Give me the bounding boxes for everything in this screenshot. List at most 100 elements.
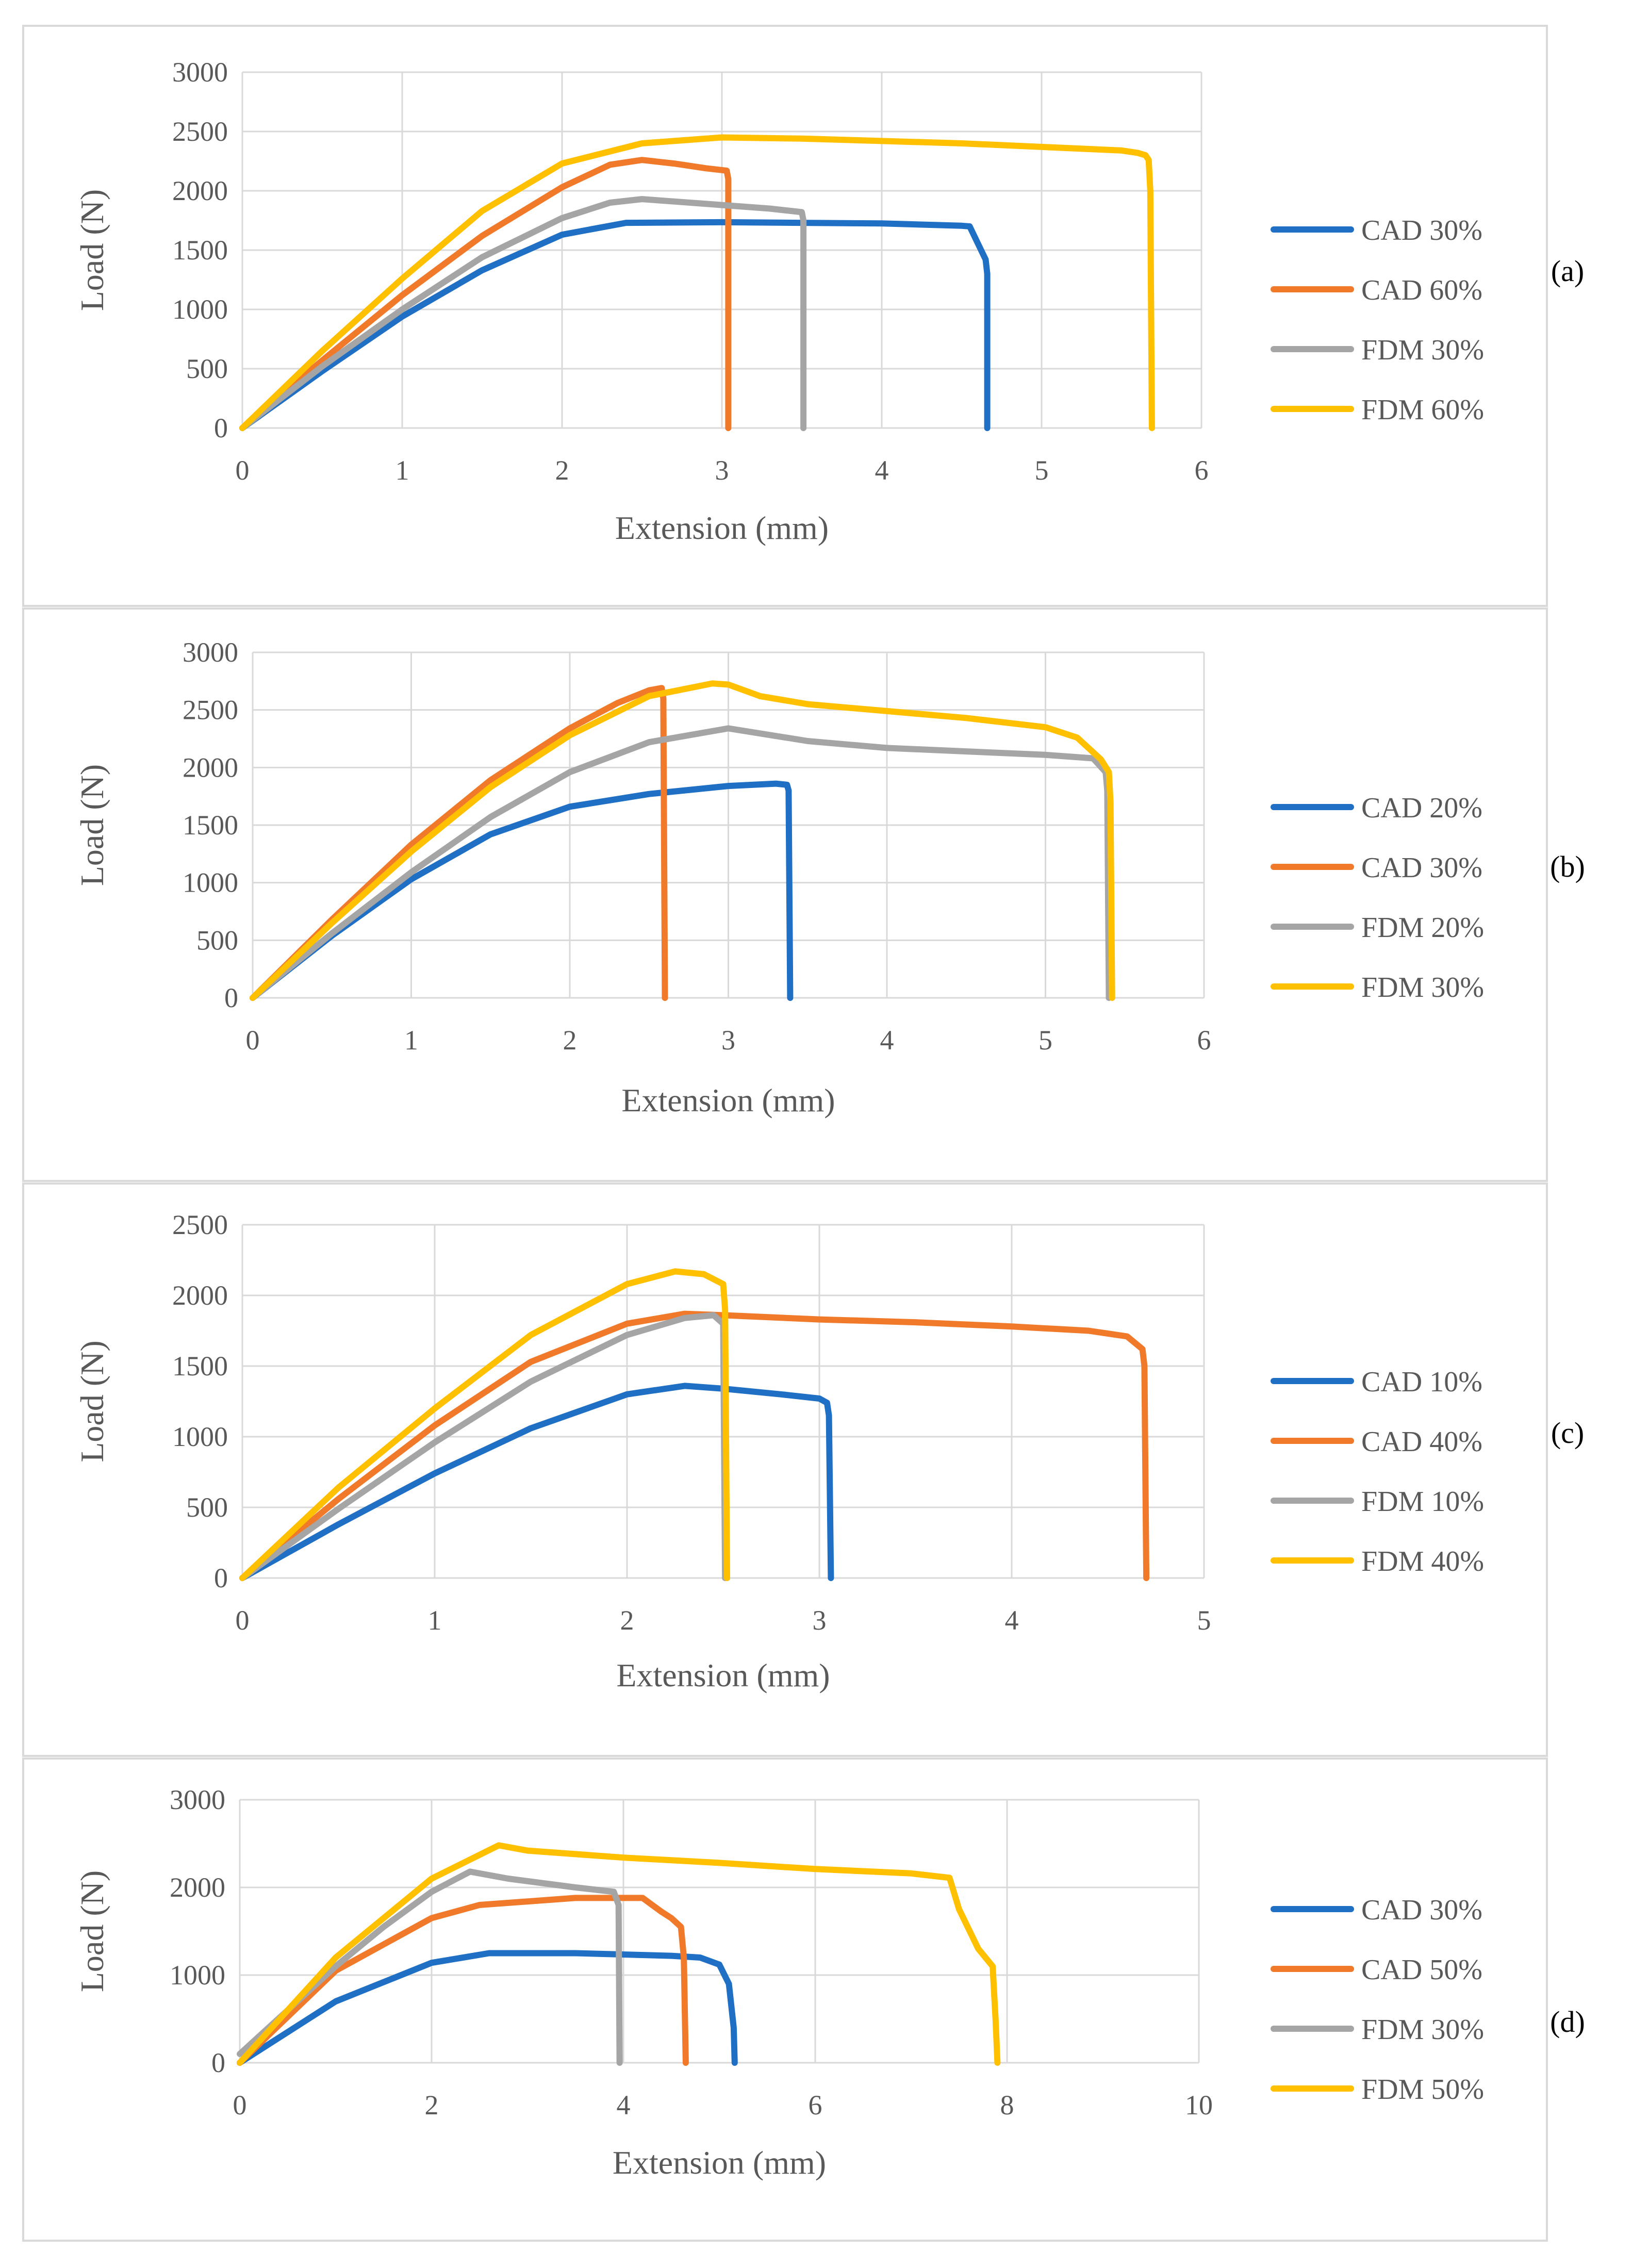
y-tick-label: 1000 (170, 1960, 225, 1991)
series-line-cad-60- (239, 157, 732, 431)
x-tick-label: 0 (236, 1605, 250, 1636)
y-tick-label: 500 (186, 353, 228, 384)
x-tick-label: 6 (809, 2090, 822, 2121)
x-tick-label: 4 (1005, 1605, 1019, 1636)
y-tick-label: 3000 (183, 637, 238, 668)
x-axis-title: Extension (mm) (613, 2144, 826, 2181)
y-tick-label: 1000 (172, 294, 228, 325)
x-tick-label: 10 (1185, 2090, 1213, 2121)
series-line-fdm-30- (239, 196, 807, 431)
chart-panel-3: 0 500 1000 1500 2000 2500 0 1 2 3 4 5 Extension (mm)… (22, 1182, 1584, 1757)
chart-frame (22, 607, 1548, 1182)
series-line-cad-20- (250, 780, 794, 1001)
y-tick-label: 0 (224, 982, 238, 1013)
legend-label: CAD 30% (1361, 1894, 1482, 1926)
x-tick-label: 5 (1035, 455, 1049, 486)
y-tick-label: 3000 (170, 1784, 225, 1815)
series-line-fdm-60- (239, 134, 1155, 431)
x-tick-label: 8 (1000, 2090, 1014, 2121)
x-tick-label: 5 (1197, 1605, 1211, 1636)
legend-label: FDM 60% (1361, 394, 1484, 426)
panel-label: (b) (1550, 850, 1585, 883)
y-tick-label: 500 (186, 1492, 228, 1523)
y-tick-label: 0 (211, 2047, 225, 2078)
y-tick-label: 2500 (172, 116, 228, 147)
panel-label: (d) (1550, 2005, 1585, 2039)
y-tick-label: 1500 (172, 1351, 228, 1382)
chart-frame (22, 1757, 1548, 2242)
x-tick-label: 0 (233, 2090, 247, 2121)
series-line-fdm-30- (237, 1868, 623, 2066)
y-tick-label: 500 (196, 925, 238, 956)
series-line-fdm-30- (250, 680, 1115, 1001)
x-tick-label: 1 (404, 1025, 418, 1056)
x-tick-label: 4 (880, 1025, 894, 1056)
series-line-cad-10- (239, 1383, 834, 1581)
x-tick-label: 6 (1197, 1025, 1211, 1056)
legend-label: CAD 10% (1361, 1366, 1482, 1398)
series-line-cad-30- (237, 1950, 738, 2066)
x-tick-label: 5 (1038, 1025, 1052, 1056)
legend-label: CAD 20% (1361, 792, 1482, 824)
panel-label: (c) (1551, 1416, 1584, 1450)
legend-label: FDM 30% (1361, 972, 1484, 1004)
x-tick-label: 2 (425, 2090, 439, 2121)
x-tick-label: 0 (246, 1025, 260, 1056)
y-tick-label: 2000 (172, 175, 228, 206)
chart-frame (22, 1182, 1548, 1757)
series-line-fdm-20- (250, 725, 1112, 1001)
legend-label: FDM 20% (1361, 912, 1484, 944)
series-line-cad-40- (239, 1310, 1150, 1581)
legend-label: FDM 50% (1361, 2074, 1484, 2106)
series-line-fdm-50- (237, 1842, 1001, 2066)
y-tick-label: 1500 (183, 810, 238, 841)
legend-label: FDM 30% (1361, 2014, 1484, 2046)
y-tick-label: 2000 (170, 1872, 225, 1903)
y-tick-label: 2500 (183, 695, 238, 726)
y-tick-label: 2500 (172, 1209, 228, 1240)
y-tick-label: 1000 (172, 1421, 228, 1452)
legend-label: CAD 30% (1361, 852, 1482, 884)
chart-frame (22, 25, 1548, 607)
legend-label: FDM 30% (1361, 334, 1484, 366)
legend-label: CAD 50% (1361, 1954, 1482, 1986)
chart-panel-4: 0 1000 2000 3000 0 2 4 6 8 10 Extension (mm) Load (… (22, 1757, 1585, 2242)
y-tick-label: 2000 (172, 1280, 228, 1311)
y-tick-label: 1500 (172, 235, 228, 266)
x-tick-label: 4 (617, 2090, 631, 2121)
x-tick-label: 1 (395, 455, 409, 486)
panel-label: (a) (1551, 254, 1584, 288)
y-axis-title: Load (N) (74, 189, 110, 311)
y-tick-label: 1000 (183, 867, 238, 898)
x-tick-label: 0 (236, 455, 250, 486)
series-line-cad-50- (237, 1895, 689, 2066)
legend-label: CAD 60% (1361, 274, 1482, 306)
x-tick-label: 3 (715, 455, 729, 486)
x-tick-label: 4 (875, 455, 889, 486)
y-tick-label: 0 (214, 413, 228, 443)
y-axis-title: Load (N) (74, 1870, 110, 1992)
legend-label: FDM 10% (1361, 1486, 1484, 1518)
x-tick-label: 3 (813, 1605, 827, 1636)
y-axis-title: Load (N) (74, 1340, 110, 1462)
legend-label: CAD 40% (1361, 1426, 1482, 1458)
x-axis-title: Extension (mm) (621, 1082, 835, 1119)
y-tick-label: 0 (214, 1563, 228, 1593)
chart-panel-1: 0 500 1000 1500 2000 2500 3000 0 1 2 3 4 5 6 Extension… (22, 25, 1584, 607)
x-tick-label: 2 (620, 1605, 634, 1636)
x-axis-title: Extension (mm) (616, 1657, 830, 1694)
series-line-fdm-40- (239, 1268, 730, 1581)
x-tick-label: 2 (563, 1025, 577, 1056)
chart-panel-2: 0 500 1000 1500 2000 2500 3000 0 1 2 3 4 5 6 Extension… (22, 607, 1585, 1182)
x-tick-label: 2 (555, 455, 569, 486)
legend-label: FDM 40% (1361, 1546, 1484, 1577)
y-axis-title: Load (N) (74, 764, 110, 886)
y-tick-label: 3000 (172, 57, 228, 88)
x-tick-label: 6 (1195, 455, 1209, 486)
x-axis-title: Extension (mm) (615, 510, 829, 546)
x-tick-label: 1 (428, 1605, 442, 1636)
x-tick-label: 3 (721, 1025, 735, 1056)
series-line-fdm-10- (239, 1312, 729, 1581)
y-tick-label: 2000 (183, 752, 238, 783)
